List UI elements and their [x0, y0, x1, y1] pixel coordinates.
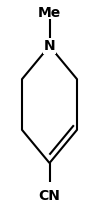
Text: N: N — [44, 39, 55, 53]
Text: CN: CN — [39, 190, 60, 203]
Text: Me: Me — [38, 6, 61, 19]
